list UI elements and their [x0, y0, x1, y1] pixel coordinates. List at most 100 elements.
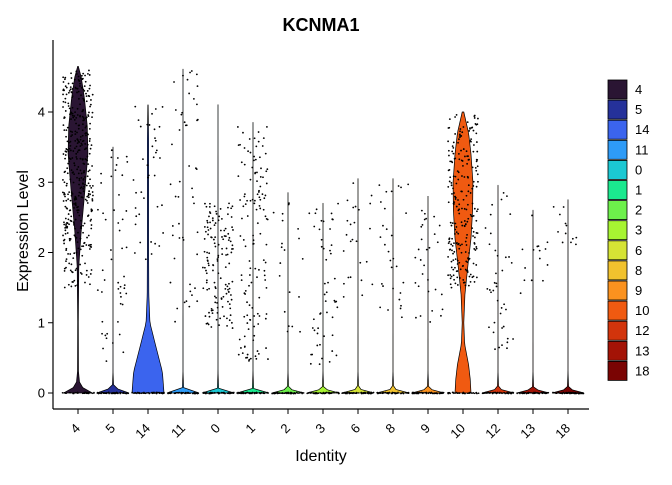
- point-14: [150, 241, 153, 243]
- point-5: [104, 334, 107, 337]
- point-0: [218, 215, 221, 218]
- legend-swatch-13: [607, 340, 628, 361]
- point-10: [458, 138, 460, 141]
- point-4: [69, 149, 72, 152]
- point-1: [238, 338, 241, 341]
- point-14-zero: [141, 392, 144, 394]
- point-4: [71, 157, 74, 159]
- point-18-zero: [569, 392, 571, 394]
- point-14: [138, 213, 141, 216]
- point-6-zero: [344, 392, 347, 395]
- point-0: [216, 302, 218, 304]
- point-10: [447, 140, 449, 143]
- point-10: [461, 131, 464, 134]
- point-11: [178, 129, 181, 131]
- point-9-zero: [425, 391, 428, 394]
- point-10: [469, 213, 472, 216]
- point-9-zero: [431, 392, 434, 395]
- point-18-zero: [572, 392, 575, 394]
- point-4: [81, 78, 84, 81]
- point-4: [73, 115, 76, 117]
- point-18-zero: [581, 392, 583, 395]
- point-10: [468, 130, 471, 132]
- point-13-zero: [534, 391, 536, 394]
- point-5: [119, 292, 122, 294]
- point-0: [221, 306, 224, 308]
- point-10: [461, 243, 463, 246]
- point-10: [455, 205, 458, 208]
- point-14: [143, 197, 145, 200]
- point-10: [471, 276, 474, 279]
- point-4: [77, 231, 79, 234]
- point-4: [71, 88, 74, 90]
- point-0: [208, 205, 211, 208]
- point-0: [216, 311, 219, 314]
- point-0: [211, 312, 214, 315]
- point-10: [457, 242, 460, 245]
- point-8: [399, 307, 402, 310]
- point-10: [475, 141, 478, 143]
- point-1: [253, 159, 255, 162]
- violin-14: [131, 104, 165, 394]
- point-3: [337, 202, 339, 205]
- point-4: [86, 202, 89, 204]
- point-1: [246, 353, 249, 356]
- point-1: [262, 137, 265, 140]
- point-8: [380, 283, 383, 285]
- point-4: [76, 151, 79, 153]
- violin-13: [516, 209, 550, 394]
- point-0: [208, 252, 211, 255]
- point-10: [456, 263, 459, 265]
- point-10: [477, 180, 479, 183]
- point-1: [264, 194, 267, 197]
- point-10: [454, 133, 457, 135]
- point-0: [214, 236, 217, 239]
- point-13-zero: [516, 392, 518, 395]
- point-5-zero: [120, 391, 122, 394]
- point-9-zero: [435, 392, 437, 395]
- point-14-zero: [131, 391, 134, 394]
- point-6-zero: [364, 392, 366, 395]
- point-4: [70, 191, 73, 194]
- point-4: [80, 176, 83, 179]
- point-3: [314, 212, 317, 215]
- point-18-zero: [562, 391, 565, 394]
- legend-label-10: 10: [635, 303, 649, 318]
- point-4: [78, 80, 81, 82]
- y-tick-label: 0: [38, 386, 45, 401]
- point-3: [330, 212, 333, 215]
- point-10: [476, 150, 479, 153]
- point-0: [204, 230, 207, 233]
- point-1: [263, 197, 266, 200]
- point-9: [438, 224, 441, 227]
- point-14: [156, 205, 159, 208]
- point-10: [466, 233, 468, 236]
- legend-label-11: 11: [635, 142, 649, 157]
- point-0: [230, 321, 233, 324]
- point-6: [352, 206, 355, 209]
- point-4: [74, 204, 77, 207]
- point-4: [76, 241, 79, 244]
- point-1: [256, 312, 259, 315]
- point-0: [226, 285, 229, 288]
- point-10: [452, 252, 454, 255]
- point-14: [154, 139, 157, 142]
- point-6: [343, 282, 345, 285]
- point-3-zero: [306, 392, 308, 395]
- point-1: [239, 143, 241, 146]
- point-10: [454, 282, 457, 285]
- point-12: [502, 191, 505, 194]
- point-11-zero: [167, 392, 169, 395]
- point-4: [65, 207, 68, 209]
- point-1: [252, 339, 255, 342]
- point-12: [506, 341, 509, 344]
- point-4: [81, 129, 84, 132]
- legend-swatch-9: [607, 280, 628, 301]
- point-4: [64, 97, 67, 100]
- point-3: [313, 329, 316, 332]
- point-9: [440, 293, 443, 296]
- point-14: [134, 105, 137, 108]
- point-1: [243, 163, 246, 166]
- point-10: [451, 237, 453, 240]
- point-4: [67, 162, 70, 165]
